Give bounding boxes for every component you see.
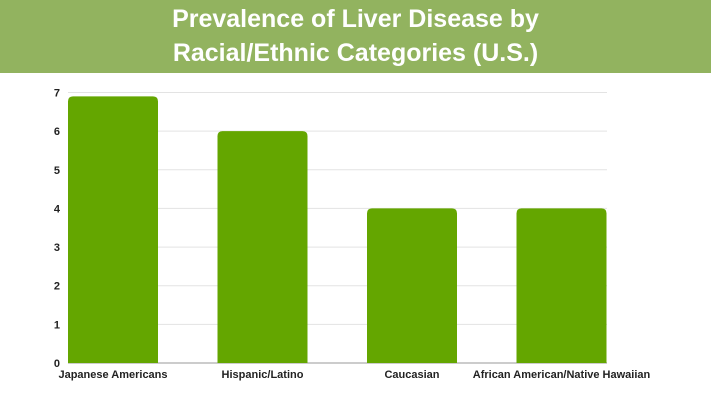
title-line-1: Prevalence of Liver Disease by bbox=[172, 5, 539, 33]
chart-title: Prevalence of Liver Disease by Racial/Et… bbox=[0, 0, 711, 73]
y-tick-label: 2 bbox=[54, 281, 60, 293]
y-tick-label: 3 bbox=[54, 242, 60, 254]
bar bbox=[217, 131, 308, 363]
y-tick-label: 1 bbox=[54, 319, 60, 331]
y-tick-label: 4 bbox=[54, 203, 61, 215]
x-tick-label: Hispanic/Latino bbox=[222, 369, 304, 381]
y-tick-label: 6 bbox=[54, 126, 60, 138]
title-line-2: Racial/Ethnic Categories (U.S.) bbox=[172, 39, 539, 67]
bar bbox=[68, 96, 158, 363]
y-tick-label: 7 bbox=[54, 88, 60, 100]
x-tick-label: African American/Native Hawaiian bbox=[473, 369, 651, 381]
bar bbox=[516, 208, 607, 363]
y-tick-label: 0 bbox=[54, 358, 60, 370]
x-tick-label: Japanese Americans bbox=[58, 369, 167, 381]
bar bbox=[367, 208, 457, 363]
x-tick-label: Caucasian bbox=[384, 369, 439, 381]
y-tick-label: 5 bbox=[54, 165, 60, 177]
